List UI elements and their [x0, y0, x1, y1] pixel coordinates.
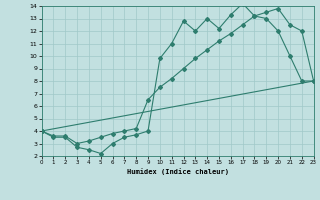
X-axis label: Humidex (Indice chaleur): Humidex (Indice chaleur): [127, 168, 228, 175]
